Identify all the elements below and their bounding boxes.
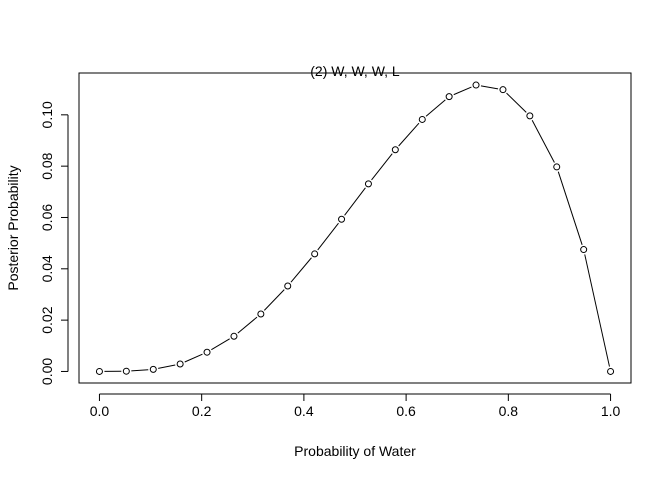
x-tick-label: 0.2 [192,403,212,419]
series-segment [585,254,610,366]
series-segment [264,290,284,311]
series-segment [185,354,203,362]
data-point [473,82,479,88]
y-tick-label: 0.06 [39,204,55,231]
data-point [365,181,371,187]
data-point [419,116,425,122]
series-segment [291,258,312,282]
x-tick-label: 0.8 [499,403,519,419]
data-point [96,368,102,374]
data-point [258,311,264,317]
series-segment [532,120,554,162]
series-segment [211,339,229,350]
series-segment [399,123,419,146]
y-tick-label: 0.10 [39,101,55,128]
series-segment [481,86,498,89]
series-segment [318,223,339,250]
series-segment [238,317,257,333]
data-point [608,368,614,374]
chart-title: (2) W, W, W, L [310,63,400,79]
data-point [446,94,452,100]
data-point [285,283,291,289]
y-tick-label: 0.02 [39,306,55,333]
data-point [177,361,183,367]
series-segment [345,188,366,215]
data-point [392,147,398,153]
series-points [96,82,613,374]
series-segment [454,87,472,95]
data-point [339,216,345,222]
y-tick-label: 0.08 [39,152,55,179]
series-segment [372,154,393,180]
data-point [554,164,560,170]
y-tick-label: 0.04 [39,255,55,282]
series-segment [158,365,175,368]
x-tick-label: 1.0 [601,403,621,419]
data-point [500,87,506,93]
series-segment [507,93,527,112]
data-point [150,366,156,372]
x-tick-label: 0.6 [396,403,416,419]
x-tick-label: 0.0 [90,403,110,419]
data-point [312,251,318,257]
x-axis: 0.0 0.2 0.4 0.6 0.8 1.0 [90,394,621,419]
x-tick-label: 0.4 [294,403,314,419]
y-axis-label: Posterior Probability [5,165,21,290]
series-line [104,86,609,371]
data-point [581,247,587,253]
y-axis: 0.00 0.02 0.04 0.06 0.08 0.10 [39,101,68,385]
data-point [123,368,129,374]
plot-frame [79,73,631,383]
data-point [204,349,210,355]
y-tick-label: 0.00 [39,358,55,385]
series-segment [131,370,148,371]
series-segment [426,100,445,116]
series-segment [558,172,582,245]
x-axis-label: Probability of Water [294,443,416,459]
data-point [527,113,533,119]
data-point [231,333,237,339]
